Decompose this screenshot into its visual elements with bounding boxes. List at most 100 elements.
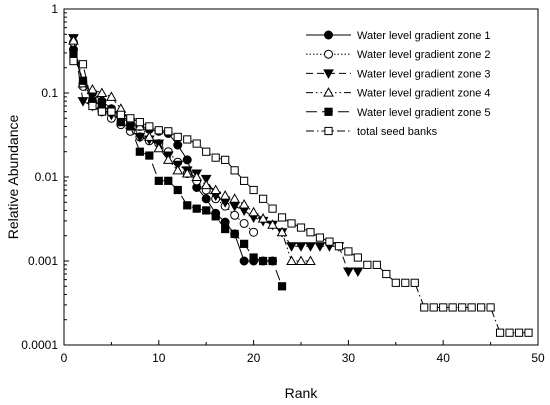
data-point — [201, 194, 211, 204]
data-point — [343, 267, 354, 278]
data-point — [401, 278, 410, 287]
data-point — [126, 114, 135, 123]
x-tick-label: 30 — [342, 351, 356, 365]
y-tick-label: 0.001 — [28, 254, 58, 268]
data-point — [211, 212, 220, 221]
data-point — [87, 84, 98, 94]
series-layer — [68, 34, 533, 337]
data-point — [505, 328, 514, 337]
data-point — [372, 260, 381, 269]
data-point — [448, 303, 457, 312]
data-point — [77, 97, 89, 107]
data-point — [486, 303, 495, 312]
data-point — [295, 242, 307, 252]
data-point — [315, 233, 325, 242]
data-point — [230, 166, 239, 175]
data-point — [230, 210, 240, 220]
data-point — [325, 237, 334, 246]
data-point — [229, 202, 240, 212]
y-tick-label: 1 — [51, 2, 58, 16]
data-point — [68, 35, 79, 45]
data-point — [202, 147, 211, 156]
data-point — [164, 176, 173, 185]
data-point — [183, 201, 192, 210]
legend-marker — [324, 30, 333, 40]
data-point — [249, 185, 258, 195]
x-tick-label: 0 — [61, 351, 68, 365]
data-point — [353, 253, 362, 262]
data-point — [240, 176, 249, 185]
data-point — [267, 219, 278, 229]
data-point — [106, 91, 117, 101]
legend-label: Water level gradient zone 4 — [357, 88, 491, 100]
data-point — [202, 206, 211, 215]
data-point — [173, 132, 182, 142]
data-point — [97, 107, 107, 116]
data-point — [249, 227, 259, 237]
data-point — [239, 218, 249, 228]
series-1 — [68, 44, 278, 266]
data-point — [248, 206, 259, 217]
legend-label: total seed banks — [357, 126, 438, 138]
data-point — [257, 213, 269, 223]
data-point — [382, 269, 391, 279]
legend-marker — [323, 87, 334, 97]
data-point — [334, 242, 344, 251]
data-point — [181, 168, 193, 178]
data-point — [182, 155, 192, 165]
data-point — [306, 228, 315, 237]
data-point — [258, 256, 268, 266]
data-point — [276, 226, 288, 237]
data-point — [258, 194, 268, 203]
data-point — [154, 126, 163, 135]
series-line — [73, 60, 529, 334]
legend-marker — [324, 126, 333, 136]
data-point — [126, 122, 135, 131]
legend-item: Water level gradient zone 3 — [306, 68, 491, 80]
data-point — [467, 303, 476, 312]
data-point — [143, 131, 155, 141]
data-point — [230, 229, 239, 239]
x-axis-title: Rank — [285, 385, 319, 401]
data-point — [295, 255, 307, 265]
data-point — [495, 328, 505, 337]
legend-label: Water level gradient zone 2 — [357, 49, 491, 61]
data-point — [391, 278, 400, 287]
data-point — [135, 147, 144, 156]
legend-item: Water level gradient zone 2 — [306, 49, 491, 61]
data-point — [249, 253, 258, 262]
data-point — [420, 303, 429, 312]
legend-marker — [323, 69, 334, 79]
data-point — [69, 48, 78, 58]
data-point — [305, 242, 316, 252]
data-point — [135, 118, 144, 127]
legend-item: total seed banks — [306, 126, 438, 138]
x-axis-ticks: 0 10 20 30 40 50 — [61, 340, 545, 365]
data-point — [173, 185, 182, 195]
data-point — [305, 255, 316, 265]
data-point — [314, 242, 326, 252]
legend-item: Water level gradient zone 5 — [306, 107, 491, 119]
data-point — [191, 171, 203, 181]
series-line — [72, 49, 273, 262]
data-point — [277, 213, 287, 222]
data-point — [229, 193, 240, 203]
data-point — [210, 184, 222, 195]
data-point — [344, 247, 353, 256]
series-2 — [68, 37, 259, 237]
data-point — [134, 132, 146, 143]
data-point — [69, 56, 78, 66]
data-point — [145, 122, 154, 131]
data-point — [164, 127, 173, 136]
x-tick-label: 20 — [247, 351, 261, 365]
legend-item: Water level gradient zone 1 — [306, 30, 491, 42]
data-point — [192, 204, 201, 213]
data-point — [268, 204, 277, 213]
x-tick-label: 10 — [152, 351, 166, 365]
data-point — [221, 224, 230, 234]
legend-label: Water level gradient zone 1 — [357, 30, 491, 42]
data-point — [514, 328, 524, 337]
legend-marker — [324, 49, 333, 59]
